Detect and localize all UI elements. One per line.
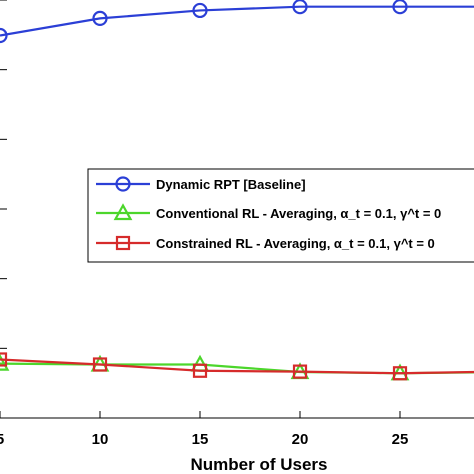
- series-2-point-3: [292, 364, 308, 379]
- legend-label-1: Conventional RL - Averaging, α_t = 0.1, …: [156, 206, 441, 221]
- series-2-point-0: [0, 352, 8, 367]
- legend-box: [87, 168, 474, 263]
- x-tick-label-5: 5: [0, 431, 4, 448]
- series-line-0: [0, 5, 474, 37]
- x-axis-label: Number of Users: [191, 455, 328, 474]
- x-tick-label-25: 25: [392, 431, 409, 448]
- x-tick-label-15: 15: [192, 431, 209, 448]
- series-2-point-4: [392, 366, 408, 381]
- legend-items: Dynamic RPT [Baseline] Conventional RL - …: [96, 176, 441, 251]
- series-2-point-1: [92, 357, 108, 372]
- x-tick-label-20: 20: [292, 431, 309, 448]
- series-0-point-3: [292, 0, 308, 15]
- series-0-point-2: [192, 2, 208, 19]
- series-line-2: [0, 358, 474, 375]
- x-ticks: 5 10 15 20 25: [0, 411, 408, 448]
- legend-marker-1: [113, 203, 133, 221]
- x-tick-label-10: 10: [92, 431, 109, 448]
- legend-marker-0: [115, 176, 131, 192]
- series-0-point-4: [392, 0, 408, 15]
- series-1-point-0: [0, 353, 10, 371]
- series-0: [0, 0, 474, 44]
- series: [0, 0, 474, 381]
- y-ticks: [0, 0, 7, 419]
- series-2: [0, 352, 474, 381]
- series-2-point-2: [192, 363, 208, 378]
- series-0-point-0: [0, 27, 8, 44]
- series-0-point-1: [92, 10, 108, 26]
- legend-marker-2: [115, 235, 131, 251]
- legend: Dynamic RPT [Baseline] Conventional RL - …: [87, 168, 474, 263]
- legend-label-2: Constrained RL - Averaging, α_t = 0.1, γ…: [156, 236, 435, 251]
- legend-label-0: Dynamic RPT [Baseline]: [156, 177, 306, 192]
